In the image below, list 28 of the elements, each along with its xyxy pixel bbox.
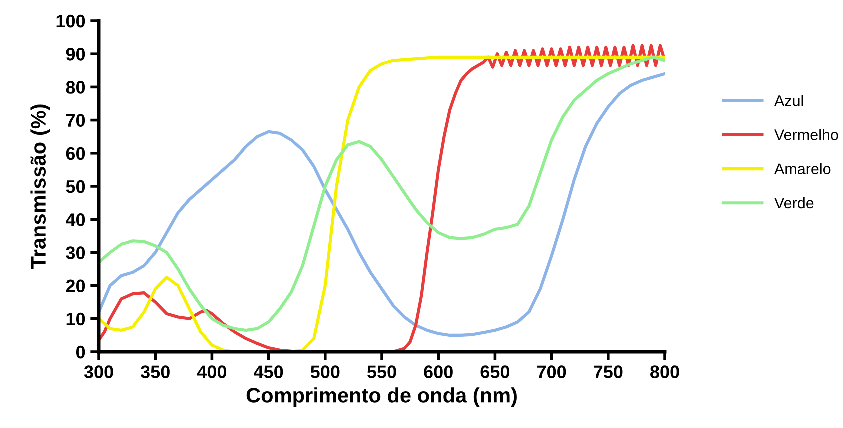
x-tick-label: 750 [594,366,623,378]
y-tick-label: 20 [66,280,86,293]
y-tick-label: 60 [66,147,86,160]
y-axis-title: Transmissão (%) [30,104,50,270]
y-tick-label: 0 [76,346,86,359]
x-tick-label: 350 [140,366,170,378]
x-tick-label: 650 [480,366,510,378]
legend-label: Azul [774,95,804,106]
y-tick-label: 80 [66,81,86,94]
y-tick-label: 50 [66,180,86,194]
x-tick-label: 550 [367,366,396,378]
y-tick-label: 30 [66,246,86,260]
y-tick-label: 100 [56,14,86,28]
x-tick-label: 800 [650,366,680,378]
x-axis-title: Comprimento de onda (nm) [246,388,517,407]
x-tick-label: 300 [84,366,114,378]
y-tick-label: 90 [66,48,86,61]
legend-label: Vermelho [774,129,838,140]
x-tick-label: 500 [310,366,340,378]
y-tick-label: 70 [66,114,86,128]
legend-label: Verde [774,197,814,209]
legend-label: Amarelo [774,163,831,175]
x-tick-label: 700 [538,366,566,378]
x-tick-label: 450 [254,366,284,378]
y-tick-label: 40 [66,214,86,226]
x-tick-label: 600 [424,366,453,378]
y-tick-label: 10 [66,312,86,326]
x-tick-label: 400 [197,366,227,378]
